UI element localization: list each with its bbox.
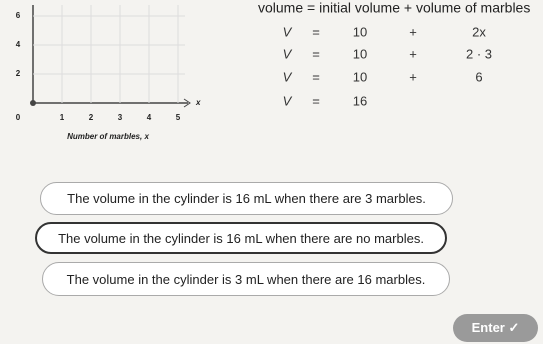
- work-heading: volume = initial volume + volume of marb…: [258, 0, 530, 16]
- y-tick-label: 2: [16, 69, 21, 78]
- work-cell: +: [409, 24, 417, 39]
- origin-point: [30, 100, 36, 106]
- x-axis-label: Number of marbles, x: [67, 132, 149, 141]
- answer-choice[interactable]: The volume in the cylinder is 3 mL when …: [42, 262, 450, 296]
- x-tick-label: 0: [16, 113, 21, 122]
- y-tick-label: 4: [16, 40, 21, 49]
- work-cell: V: [283, 46, 293, 61]
- work-cell: +: [409, 46, 417, 61]
- work-cell: V: [283, 69, 293, 84]
- x-tick-label: 2: [89, 113, 94, 122]
- work-cell: =: [312, 46, 320, 61]
- enter-button[interactable]: Enter ✓: [453, 314, 538, 342]
- work-cell: 10: [353, 46, 367, 61]
- x-tick-label: 5: [176, 113, 181, 122]
- x-arrow: [183, 98, 191, 108]
- x-variable: x: [195, 98, 201, 107]
- work-cell: 10: [353, 69, 367, 84]
- work-cell: +: [409, 69, 417, 84]
- work-cell: 6: [475, 69, 482, 84]
- x-tick-label: 3: [118, 113, 123, 122]
- work-cell: 2x: [472, 24, 486, 39]
- answer-choice[interactable]: The volume in the cylinder is 16 mL when…: [40, 182, 453, 215]
- work-cell: =: [312, 93, 320, 108]
- x-tick-label: 1: [60, 113, 65, 122]
- work-cell: V: [283, 24, 293, 39]
- work-cell: V: [283, 93, 293, 108]
- work-cell: 16: [353, 93, 367, 108]
- y-tick-label: 6: [16, 11, 21, 20]
- work-cell: 10: [353, 24, 367, 39]
- x-tick-label: 4: [147, 113, 152, 122]
- work-cell: 2 · 3: [466, 46, 492, 61]
- answer-choice[interactable]: The volume in the cylinder is 16 mL when…: [35, 222, 447, 254]
- work-cell: =: [312, 24, 320, 39]
- work-cell: =: [312, 69, 320, 84]
